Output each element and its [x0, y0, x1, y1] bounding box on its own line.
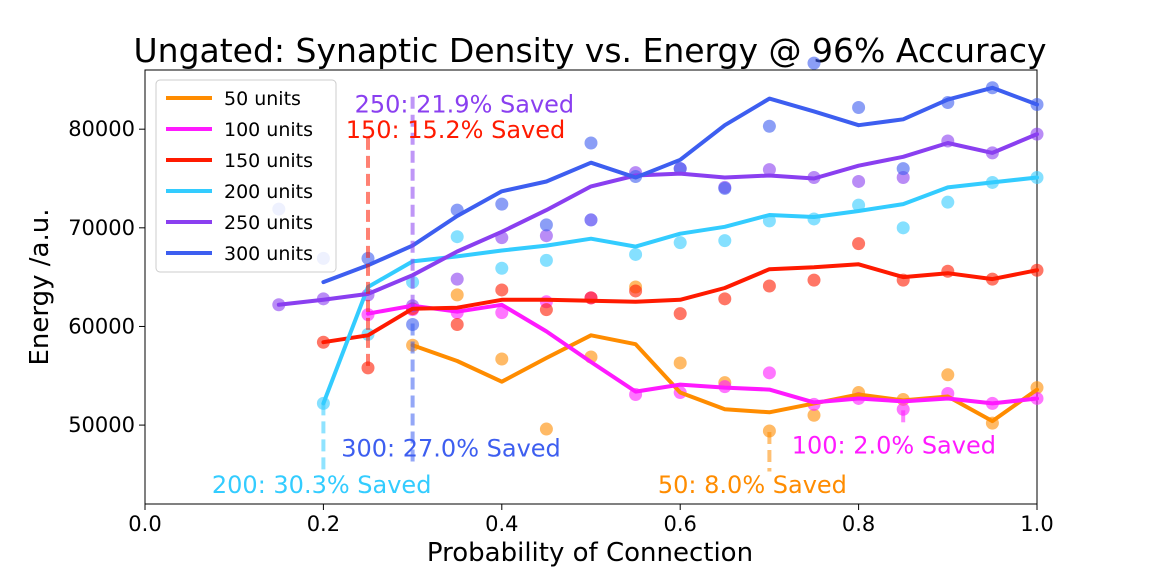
- data-point: [495, 261, 509, 275]
- data-point: [450, 317, 464, 331]
- y-axis-label: Energy /a.u.: [25, 209, 55, 366]
- data-point: [584, 213, 598, 227]
- data-point: [673, 356, 687, 370]
- plot-frame: [144, 69, 1038, 505]
- x-tick-label: 0.2: [307, 512, 340, 536]
- axis-ticks: 0.0 0.2 0.4 0.6 0.8 1.0 50000 60000 70000 80000: [68, 117, 1054, 536]
- data-point: [896, 162, 910, 176]
- series-lines: [276, 85, 1039, 424]
- data-point: [673, 236, 687, 250]
- data-point: [629, 247, 643, 261]
- chart-title: Ungated: Synaptic Density vs. Energy @ 9…: [134, 31, 1047, 70]
- data-point: [718, 234, 732, 248]
- data-point: [450, 288, 464, 302]
- annotation-label: 300: 27.0% Saved: [341, 435, 561, 463]
- legend: 50 units 100 units 150 units 200 units 250 u…: [155, 79, 337, 273]
- data-point: [762, 424, 776, 438]
- y-tick-label: 80000: [68, 117, 135, 141]
- data-point: [807, 56, 821, 70]
- data-point: [762, 279, 776, 293]
- data-point: [673, 307, 687, 321]
- data-point: [762, 119, 776, 133]
- annotation-label: 250: 21.9% Saved: [355, 90, 575, 118]
- data-point: [629, 284, 643, 298]
- data-point: [762, 163, 776, 177]
- x-tick-label: 0.0: [128, 512, 161, 536]
- data-point: [807, 408, 821, 422]
- series-line: [321, 175, 1039, 406]
- x-tick-label: 0.6: [663, 512, 696, 536]
- data-point: [762, 366, 776, 380]
- x-tick-label: 0.8: [842, 512, 875, 536]
- series-line: [321, 85, 1039, 285]
- data-point: [495, 197, 509, 211]
- data-point: [539, 218, 553, 232]
- data-point: [941, 368, 955, 382]
- data-point: [495, 283, 509, 297]
- series-line: [366, 302, 1039, 406]
- legend-label: 300 units: [224, 243, 313, 265]
- x-tick-label: 1.0: [1020, 512, 1053, 536]
- data-point: [718, 181, 732, 195]
- legend-label: 150 units: [224, 150, 313, 172]
- data-point: [539, 422, 553, 436]
- data-point: [361, 361, 375, 375]
- data-point: [941, 195, 955, 209]
- y-tick-label: 50000: [68, 413, 135, 437]
- y-tick-label: 60000: [68, 314, 135, 338]
- legend-label: 200 units: [224, 181, 313, 203]
- annotation-label: 150: 15.2% Saved: [346, 116, 566, 144]
- data-point: [584, 136, 598, 150]
- data-point: [539, 253, 553, 267]
- data-point: [495, 306, 509, 320]
- data-point: [807, 273, 821, 287]
- data-point: [539, 303, 553, 317]
- data-point: [852, 198, 866, 212]
- data-point: [896, 402, 910, 416]
- data-point: [450, 230, 464, 244]
- data-point: [852, 100, 866, 114]
- annotation-label: 100: 2.0% Saved: [792, 432, 996, 460]
- data-point: [539, 229, 553, 243]
- data-point: [450, 272, 464, 286]
- data-point: [718, 292, 732, 306]
- x-tick-label: 0.4: [485, 512, 518, 536]
- legend-label: 250 units: [224, 212, 313, 234]
- data-point: [852, 237, 866, 251]
- data-point: [495, 352, 509, 366]
- series-line: [321, 262, 1039, 345]
- x-axis-label: Probability of Connection: [427, 538, 753, 568]
- data-point: [852, 174, 866, 188]
- y-tick-label: 70000: [68, 216, 135, 240]
- legend-label: 50 units: [224, 88, 301, 110]
- series-line: [276, 132, 1039, 307]
- annotation-label: 50: 8.0% Saved: [658, 471, 847, 499]
- legend-label: 100 units: [224, 119, 313, 141]
- data-point: [361, 251, 375, 265]
- data-point: [896, 221, 910, 235]
- annotation-label: 200: 30.3% Saved: [212, 471, 432, 499]
